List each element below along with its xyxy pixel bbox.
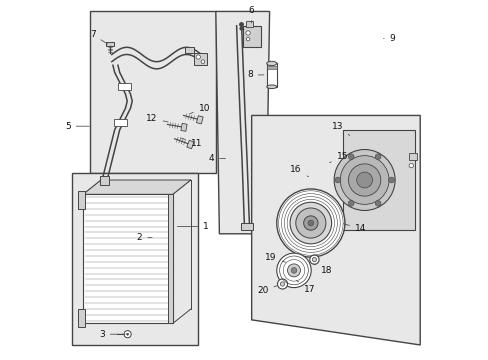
Circle shape [289,202,331,244]
Bar [266,63,276,87]
Circle shape [276,189,344,257]
Text: 19: 19 [264,253,285,262]
Text: 10: 10 [189,104,210,114]
Text: 12: 12 [146,114,168,123]
Text: 20: 20 [257,285,277,295]
Bar [106,42,113,45]
Text: 6: 6 [248,6,254,23]
Polygon shape [186,140,194,149]
Polygon shape [215,12,269,234]
Circle shape [347,201,353,206]
Polygon shape [196,116,203,124]
Circle shape [374,154,380,159]
Circle shape [196,55,200,59]
Bar [100,176,109,185]
Text: 15: 15 [329,152,347,163]
Circle shape [280,282,284,286]
Bar [185,47,194,53]
Polygon shape [90,12,215,173]
Text: 13: 13 [331,122,349,135]
Polygon shape [181,123,187,131]
Circle shape [333,149,394,211]
Circle shape [303,216,317,230]
Text: 8: 8 [246,71,264,80]
Circle shape [340,156,388,204]
Circle shape [312,257,316,262]
Bar [78,309,85,327]
Text: 11: 11 [181,138,202,148]
Text: 2: 2 [136,233,152,242]
Circle shape [277,279,287,289]
Bar [266,66,276,69]
Polygon shape [83,180,190,194]
Circle shape [201,60,204,63]
Text: 7: 7 [90,30,107,44]
Text: 1: 1 [177,222,208,231]
Circle shape [276,253,310,288]
Text: 5: 5 [65,122,89,131]
Ellipse shape [266,85,276,89]
Text: 14: 14 [343,224,366,233]
Circle shape [356,172,372,188]
Bar [343,130,414,230]
Bar [78,191,85,209]
Circle shape [348,164,380,196]
Circle shape [290,267,296,273]
Bar [241,223,253,230]
Circle shape [334,177,340,183]
Circle shape [307,220,313,226]
Text: 4: 4 [208,154,225,163]
Circle shape [246,37,249,41]
Bar [83,194,172,323]
Bar [114,119,127,126]
Bar [242,26,260,47]
Polygon shape [72,173,198,345]
Text: 3: 3 [99,330,125,339]
Bar [246,22,253,27]
Circle shape [245,31,250,35]
Circle shape [124,330,131,338]
Bar [194,53,206,65]
Text: 18: 18 [313,264,332,275]
Circle shape [126,333,128,335]
Text: 17: 17 [296,280,315,294]
Text: 16: 16 [290,165,308,177]
Circle shape [295,208,325,238]
Circle shape [388,177,394,183]
Circle shape [309,255,319,264]
Text: 9: 9 [383,34,395,43]
Ellipse shape [266,61,276,66]
Polygon shape [251,116,419,345]
Bar [408,153,416,160]
Circle shape [374,201,380,206]
Circle shape [347,154,353,159]
Bar [118,83,131,90]
Circle shape [408,163,412,168]
Bar [168,194,172,323]
Circle shape [287,264,300,277]
